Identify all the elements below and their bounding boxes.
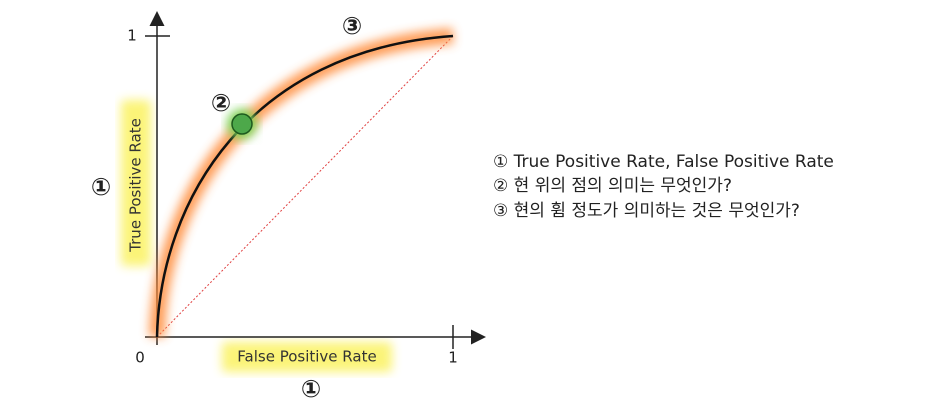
- marker: ①: [91, 173, 111, 201]
- marker: ①: [301, 375, 321, 403]
- marker: ③: [342, 12, 362, 40]
- note: ③ 현의 휨 정도가 의미하는 것은 무엇인가?: [493, 201, 800, 221]
- x-end-label: 1: [448, 349, 458, 367]
- roc-curve: [155, 34, 454, 338]
- y-end-label: 1: [127, 27, 137, 45]
- y-title: True Positive Rate: [127, 118, 145, 253]
- origin-label: 0: [135, 349, 145, 367]
- note: ② 현 위의 점의 의미는 무엇인가?: [493, 176, 732, 196]
- y-title-highlight: [121, 100, 151, 266]
- x-title: False Positive Rate: [237, 348, 376, 366]
- point: [231, 113, 253, 135]
- x-title-highlight: [222, 342, 392, 372]
- note: ① True Positive Rate, False Positive Rat…: [493, 152, 834, 172]
- marker: ②: [211, 89, 231, 117]
